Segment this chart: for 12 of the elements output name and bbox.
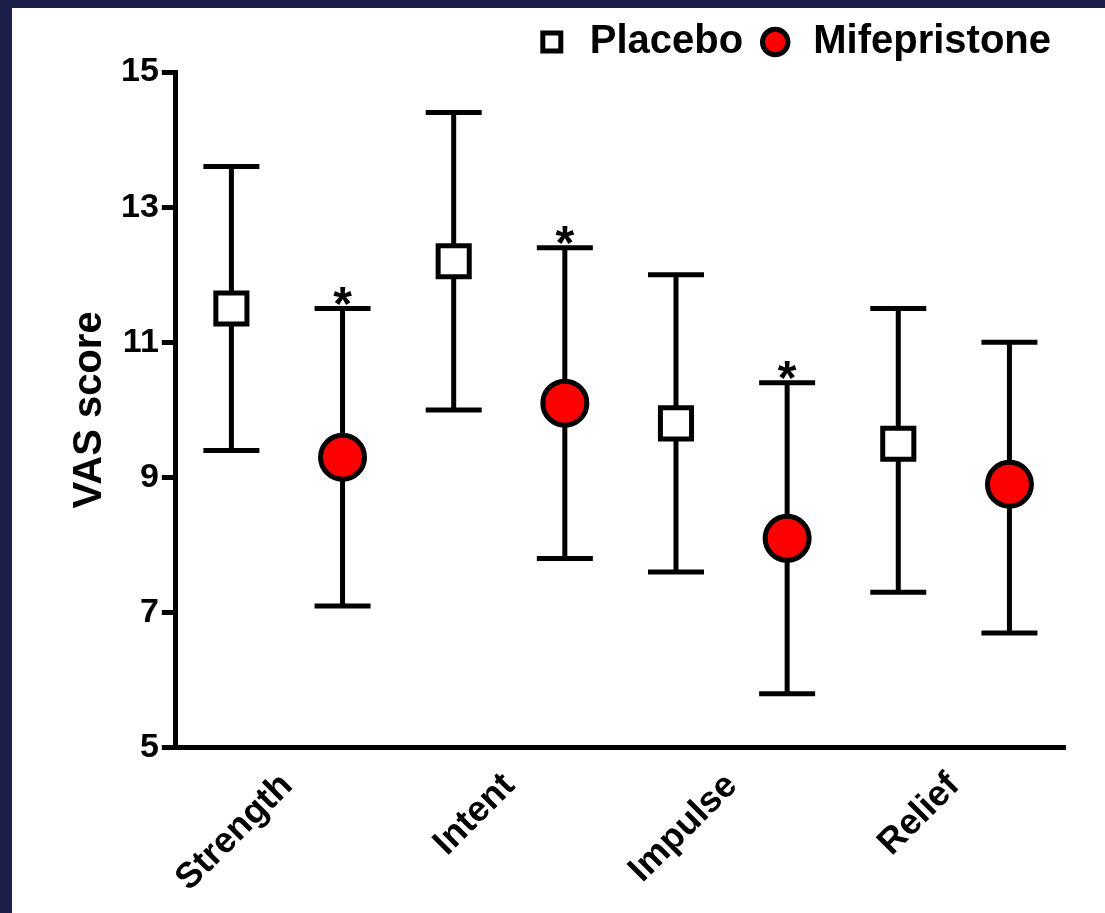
y-tick-label: 15 (120, 50, 159, 89)
y-tick-label: 7 (139, 591, 159, 630)
y-tick-label: 13 (120, 185, 159, 224)
y-tick-label: 11 (122, 320, 159, 359)
annotation: * (333, 276, 353, 330)
y-tick-label: 9 (139, 455, 159, 494)
annotation: * (555, 215, 575, 269)
legend-label: Mifepristone (813, 17, 1051, 62)
annotation: * (777, 351, 797, 405)
legend-label: Placebo (589, 17, 744, 62)
y-tick-label: 5 (139, 726, 159, 765)
y-axis-title: VAS score (65, 311, 110, 509)
